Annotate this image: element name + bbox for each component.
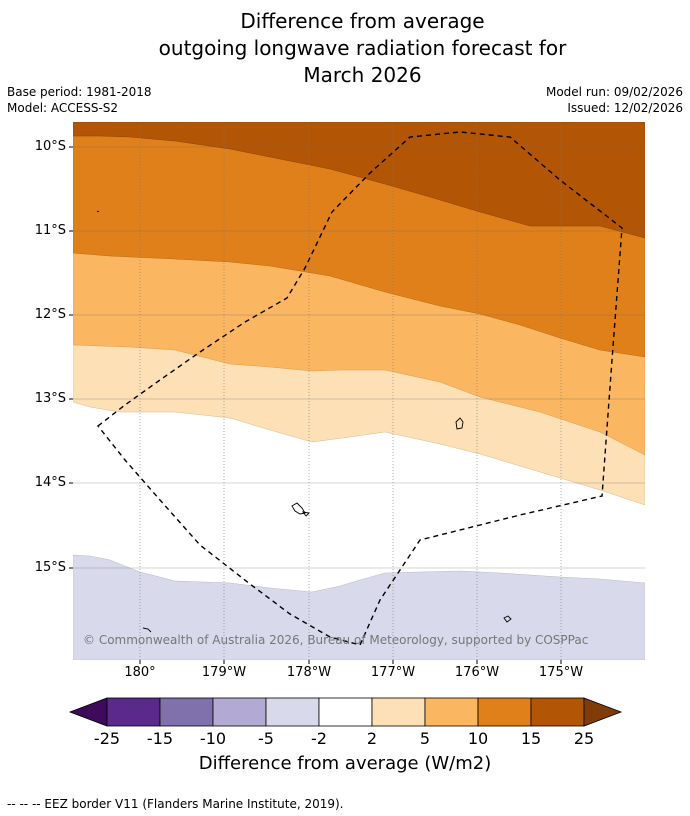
- lon-label-179w: 179°W: [201, 665, 247, 680]
- meta-right: Model run: 09/02/2026 Issued: 12/02/2026: [546, 84, 683, 116]
- lon-label-176w: 176°W: [454, 665, 500, 680]
- colorbar-segment-6: [371, 697, 426, 727]
- colorbar-tick-1: -25: [93, 729, 121, 748]
- eez-border: [97, 131, 623, 646]
- lat-label-11s: 11°S: [34, 223, 66, 238]
- lon-label-180: 180°: [124, 665, 156, 680]
- colorbar-segment-4: [265, 697, 320, 727]
- colorbar-segment-9: [530, 697, 585, 727]
- colorbar-extend-high: [583, 697, 623, 727]
- island-north-west: [96, 210, 100, 213]
- islands: [96, 210, 512, 633]
- island-east: [455, 417, 464, 430]
- colorbar-tick-10: 25: [573, 729, 595, 748]
- lat-label-14s: 14°S: [34, 475, 66, 490]
- model-name: Model: ACCESS-S2: [7, 101, 119, 115]
- issued-date: Issued: 12/02/2026: [567, 101, 683, 115]
- lat-label-13s: 13°S: [34, 391, 66, 406]
- axis-ticks: [69, 146, 562, 664]
- island-south-east: [503, 615, 512, 623]
- colorbar-segment-5: [318, 697, 373, 727]
- colorbar-segment-1: [106, 697, 161, 727]
- colorbar-tick-9: 15: [520, 729, 542, 748]
- title-line-2: outgoing longwave radiation forecast for: [158, 36, 567, 60]
- lat-label-10s: 10°S: [34, 139, 66, 154]
- model-run: Model run: 09/02/2026: [545, 85, 683, 99]
- lat-label-12s: 12°S: [34, 307, 66, 322]
- island-south-west: [142, 627, 152, 633]
- colorbar-segment-8: [477, 697, 532, 727]
- anomaly-field: [73, 122, 645, 660]
- colorbar-tick-7: 5: [419, 729, 431, 748]
- band-minus2-minus5: [73, 554, 645, 660]
- island-central-b: [301, 511, 310, 517]
- lon-label-177w: 177°W: [370, 665, 416, 680]
- colorbar-tick-5: -2: [311, 729, 327, 748]
- colorbar-extend-low: [68, 697, 108, 727]
- colorbar-tick-4: -5: [258, 729, 274, 748]
- title-line-1: Difference from average: [240, 9, 485, 33]
- lon-label-175w: 175°W: [538, 665, 584, 680]
- base-period: Base period: 1981-2018: [7, 85, 152, 99]
- colorbar-segment-2: [159, 697, 214, 727]
- colorbar-tick-2: -15: [146, 729, 174, 748]
- lon-label-178w: 178°W: [286, 665, 332, 680]
- colorbar-tick-8: 10: [467, 729, 489, 748]
- band-15-25: [73, 122, 645, 239]
- colorbar-title: Difference from average (W/m2): [198, 753, 492, 774]
- island-central-a: [291, 502, 306, 515]
- eez-legend: -- -- -- EEZ border V11 (Flanders Marine…: [7, 797, 344, 811]
- copyright-notice: © Commonwealth of Australia 2026, Bureau…: [83, 633, 589, 647]
- colorbar-segment-3: [212, 697, 267, 727]
- latitude-gridlines: [73, 146, 645, 569]
- title-line-3: March 2026: [303, 63, 422, 87]
- lat-label-15s: 15°S: [34, 560, 66, 575]
- colorbar-tick-3: -10: [199, 729, 227, 748]
- colorbar-tick-6: 2: [366, 729, 378, 748]
- meta-left: Base period: 1981-2018 Model: ACCESS-S2: [7, 84, 152, 116]
- map-title: Difference from average outgoing longwav…: [0, 8, 690, 89]
- colorbar-segment-7: [424, 697, 479, 727]
